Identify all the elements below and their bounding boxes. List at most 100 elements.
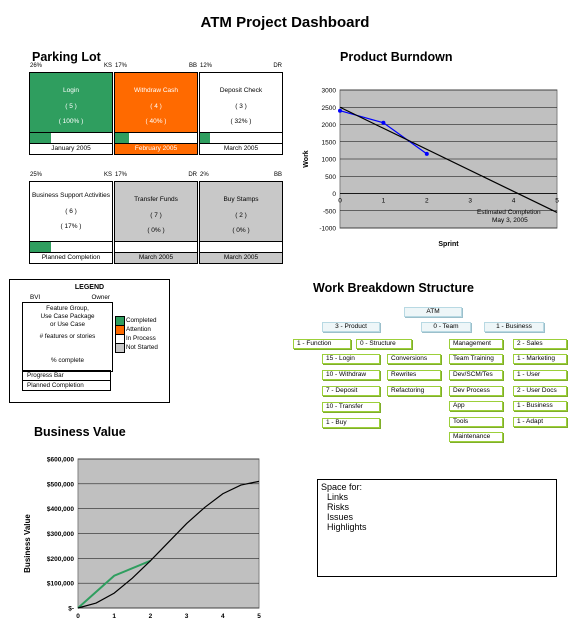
card-top-pct: 26% (30, 63, 43, 69)
card-progress-bar (115, 241, 197, 252)
legend-key: Not Started (115, 342, 158, 353)
wbs-node-team: Dev Process (449, 386, 503, 396)
card-top-pct: 12% (200, 63, 213, 69)
series-line (77, 559, 151, 609)
annotation: Estimated Completion (477, 209, 541, 216)
y-axis-label: Business Value (23, 514, 32, 573)
x-tick-label: 5 (257, 613, 261, 620)
legend-line: Feature Group, (46, 305, 89, 312)
data-point (338, 108, 342, 113)
card-progress-bar (200, 132, 282, 143)
space-item: Links (327, 492, 349, 502)
wbs-node-business: 1 - User (513, 370, 567, 380)
data-point (424, 151, 429, 156)
series-line (339, 106, 558, 214)
x-tick-label: 4 (512, 198, 516, 205)
y-tick-label: 1500 (322, 139, 337, 146)
card-name: Transfer Funds (134, 196, 178, 203)
legend: LEGEND BVI Owner Feature Group, Use Case… (9, 279, 170, 403)
y-tick-label: $600,000 (47, 457, 74, 464)
legend-line: % complete (51, 357, 84, 364)
wbs-node-l1: 1 - Business (484, 322, 544, 332)
card-progress-bar (200, 241, 282, 252)
parking-card: 12% DR Deposit Check ( 3 ) ( 32% ) March 2005 (199, 63, 283, 155)
wbs-node-business: 1 - Marketing (513, 354, 567, 364)
y-tick-label: $500,000 (47, 481, 74, 488)
card-top-pct: 25% (30, 172, 43, 178)
legend-owner: Owner (91, 294, 110, 301)
card-progress-fill (30, 133, 52, 143)
card-body: Deposit Check ( 3 ) ( 32% ) (199, 72, 283, 144)
card-name: Deposit Check (219, 87, 263, 94)
card-count: ( 5 ) (65, 103, 77, 110)
card-percent: ( 0% ) (147, 227, 165, 234)
wbs-node-function: 10 - Transfer (322, 402, 380, 412)
card-count: ( 7 ) (150, 212, 162, 219)
series-line (77, 480, 260, 609)
parking-card: 2% BB Buy Stamps ( 2 ) ( 0% ) March 2005 (199, 172, 283, 264)
wbs-node-function: 15 - Login (322, 354, 380, 364)
card-owner: KS (103, 172, 112, 178)
card-percent: ( 32% ) (230, 118, 252, 125)
wbs-heading: Work Breakdown Structure (313, 281, 474, 295)
parking-lot-heading: Parking Lot (32, 50, 101, 64)
wbs-node-structure: Rewrites (387, 370, 441, 380)
x-tick-label: 5 (555, 198, 559, 205)
card-progress-bar (30, 241, 112, 252)
x-tick-label: 1 (112, 613, 116, 620)
y-tick-label: 2000 (322, 122, 337, 129)
wbs-node-structure: Refactoring (387, 386, 441, 396)
x-tick-label: 0 (76, 613, 80, 620)
y-tick-label: 0 (332, 191, 336, 198)
card-footer: March 2005 (199, 253, 283, 264)
y-tick-label: 2500 (322, 105, 337, 112)
wbs-node-team: App (449, 401, 503, 411)
card-owner: BB (273, 172, 282, 178)
wbs-node-l2: 0 - Structure (356, 339, 412, 349)
card-percent: ( 100% ) (58, 118, 84, 125)
legend-planned: Planned Completion (22, 380, 111, 391)
business-value-chart: $600,000 $500,000 $400,000 $300,000 $200,000… (23, 457, 261, 621)
y-tick-label: -500 (323, 208, 336, 215)
wbs-node-team: Management (449, 339, 503, 349)
card-owner: DR (273, 63, 282, 69)
wbs-node-function: 10 - Withdraw (322, 370, 380, 380)
wbs-node-team: Tools (449, 417, 503, 427)
wbs-node-function: 7 - Deposit (322, 386, 380, 396)
card-count: ( 4 ) (150, 103, 162, 110)
wbs-node-structure: Conversions (387, 354, 441, 364)
card-footer: Planned Completion (29, 253, 113, 264)
y-tick-label: $200,000 (47, 556, 74, 563)
card-name: Login (63, 87, 79, 94)
y-tick-label: 500 (325, 174, 336, 181)
card-progress-fill (30, 242, 51, 252)
annotation: May 3, 2005 (492, 217, 528, 224)
x-tick-label: 1 (382, 198, 386, 205)
space-item: Issues (327, 512, 354, 522)
card-percent: ( 17% ) (60, 223, 82, 230)
x-tick-label: 4 (221, 613, 225, 620)
burndown-heading: Product Burndown (340, 50, 453, 64)
card-progress-fill (200, 133, 210, 143)
card-footer: March 2005 (199, 144, 283, 155)
wbs-node-business: 2 - User Docs (513, 386, 567, 396)
card-footer: February 2005 (114, 144, 198, 155)
y-tick-label: 1000 (322, 157, 337, 164)
legend-bvi: BVI (30, 294, 41, 301)
legend-line: Use Case Package (40, 313, 95, 320)
x-tick-label: 2 (425, 198, 429, 205)
x-tick-label: 2 (149, 613, 153, 620)
card-body: Login ( 5 ) ( 100% ) (29, 72, 113, 144)
parking-card: 26% KS Login ( 5 ) ( 100% ) January 2005 (29, 63, 113, 155)
legend-key-label: In Process (126, 335, 156, 342)
y-tick-label: $400,000 (47, 506, 74, 513)
space-item: Risks (327, 502, 349, 512)
legend-key-label: Not Started (126, 344, 158, 351)
card-percent: ( 0% ) (232, 227, 250, 234)
card-top-pct: 17% (115, 63, 128, 69)
card-name: Withdraw Cash (133, 87, 179, 94)
card-name: Buy Stamps (223, 196, 259, 203)
legend-swatch (115, 342, 125, 353)
wbs-node-root: ATM (404, 307, 462, 317)
